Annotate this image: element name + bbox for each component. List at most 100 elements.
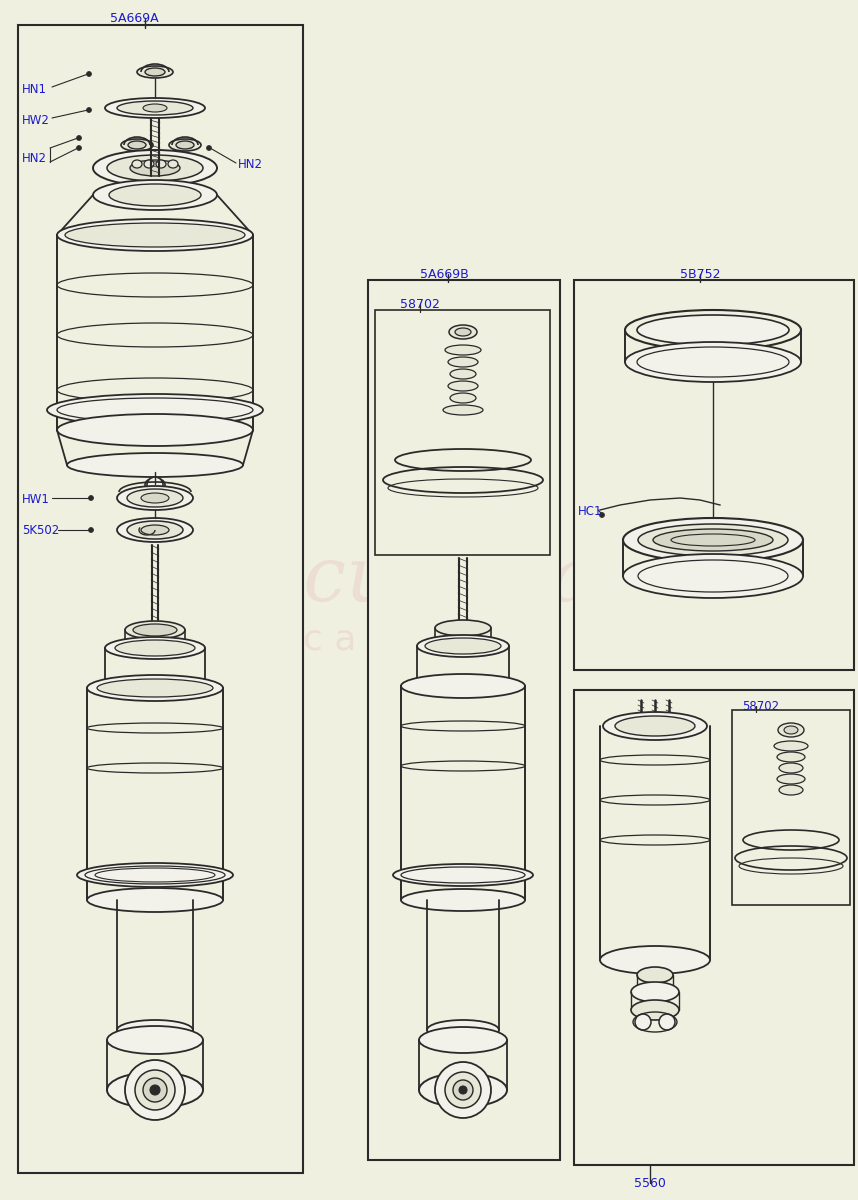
Ellipse shape: [169, 139, 201, 151]
Circle shape: [453, 1080, 473, 1100]
Bar: [368, 280, 560, 1160]
Ellipse shape: [779, 785, 803, 794]
Text: HW2: HW2: [22, 114, 50, 127]
Text: HN2: HN2: [238, 158, 263, 170]
Text: 5A669A: 5A669A: [110, 12, 159, 25]
Circle shape: [445, 1072, 481, 1108]
Ellipse shape: [117, 518, 193, 542]
Ellipse shape: [105, 98, 205, 118]
Ellipse shape: [105, 637, 205, 659]
Ellipse shape: [445, 346, 481, 355]
Bar: [732, 710, 850, 905]
Circle shape: [88, 528, 94, 533]
Ellipse shape: [130, 160, 180, 176]
Ellipse shape: [67, 452, 243, 476]
Ellipse shape: [97, 679, 213, 697]
Circle shape: [459, 1086, 467, 1094]
Circle shape: [635, 1014, 651, 1030]
Ellipse shape: [132, 160, 142, 168]
Ellipse shape: [779, 763, 803, 773]
Circle shape: [125, 1060, 185, 1120]
Ellipse shape: [443, 404, 483, 415]
Circle shape: [76, 136, 82, 140]
Circle shape: [600, 512, 605, 517]
Ellipse shape: [449, 325, 477, 338]
Text: HC1: HC1: [578, 505, 602, 518]
Ellipse shape: [137, 66, 173, 78]
Ellipse shape: [393, 864, 533, 886]
Ellipse shape: [623, 518, 803, 562]
Ellipse shape: [47, 394, 263, 426]
Ellipse shape: [603, 712, 707, 740]
Ellipse shape: [109, 184, 201, 206]
Text: 5K502: 5K502: [22, 524, 59, 538]
Circle shape: [135, 1070, 175, 1110]
Bar: [375, 310, 550, 554]
Ellipse shape: [637, 314, 789, 346]
Ellipse shape: [450, 370, 476, 379]
Ellipse shape: [425, 638, 501, 654]
Ellipse shape: [450, 392, 476, 403]
Text: HN2: HN2: [22, 152, 47, 164]
Circle shape: [143, 1078, 167, 1102]
Circle shape: [150, 1085, 160, 1094]
Ellipse shape: [625, 342, 801, 382]
Ellipse shape: [93, 150, 217, 186]
Ellipse shape: [145, 478, 165, 492]
Ellipse shape: [401, 889, 525, 911]
Ellipse shape: [774, 740, 808, 751]
Bar: [574, 690, 854, 1165]
Ellipse shape: [168, 160, 178, 168]
Ellipse shape: [176, 140, 194, 149]
Ellipse shape: [156, 160, 166, 168]
Circle shape: [659, 1014, 675, 1030]
Circle shape: [76, 145, 82, 150]
Ellipse shape: [145, 68, 165, 76]
Text: 5A669B: 5A669B: [420, 268, 468, 281]
Ellipse shape: [117, 1020, 193, 1040]
Circle shape: [87, 72, 92, 77]
Text: 5B752: 5B752: [680, 268, 721, 281]
Ellipse shape: [117, 101, 193, 115]
Ellipse shape: [448, 382, 478, 391]
Ellipse shape: [121, 139, 153, 151]
Text: HN1: HN1: [22, 83, 47, 96]
Ellipse shape: [631, 982, 679, 1002]
Ellipse shape: [777, 752, 805, 762]
Ellipse shape: [107, 155, 203, 181]
Ellipse shape: [401, 674, 525, 698]
Ellipse shape: [87, 888, 223, 912]
Bar: [574, 280, 854, 670]
Ellipse shape: [141, 493, 169, 503]
Ellipse shape: [144, 160, 154, 168]
Ellipse shape: [107, 1072, 203, 1108]
Bar: [18, 25, 303, 1174]
Circle shape: [147, 476, 163, 493]
Ellipse shape: [57, 414, 253, 446]
Ellipse shape: [448, 358, 478, 367]
Ellipse shape: [141, 526, 169, 535]
Ellipse shape: [77, 863, 233, 887]
Ellipse shape: [117, 486, 193, 510]
Ellipse shape: [637, 967, 673, 983]
Ellipse shape: [778, 722, 804, 737]
Ellipse shape: [631, 1000, 679, 1020]
Ellipse shape: [65, 223, 245, 247]
Ellipse shape: [653, 529, 773, 551]
Text: scuderia: scuderia: [264, 542, 595, 617]
Ellipse shape: [638, 524, 788, 556]
Ellipse shape: [93, 180, 217, 210]
Text: 58702: 58702: [742, 700, 779, 713]
Ellipse shape: [615, 716, 695, 736]
Ellipse shape: [419, 1073, 507, 1106]
Ellipse shape: [127, 490, 183, 506]
Ellipse shape: [435, 620, 491, 636]
Circle shape: [88, 496, 94, 500]
Text: 58702: 58702: [400, 298, 440, 311]
Ellipse shape: [125, 622, 185, 638]
Circle shape: [87, 108, 92, 113]
Ellipse shape: [87, 674, 223, 701]
Circle shape: [435, 1062, 491, 1118]
Text: 5560: 5560: [634, 1177, 666, 1190]
Ellipse shape: [427, 1020, 499, 1040]
